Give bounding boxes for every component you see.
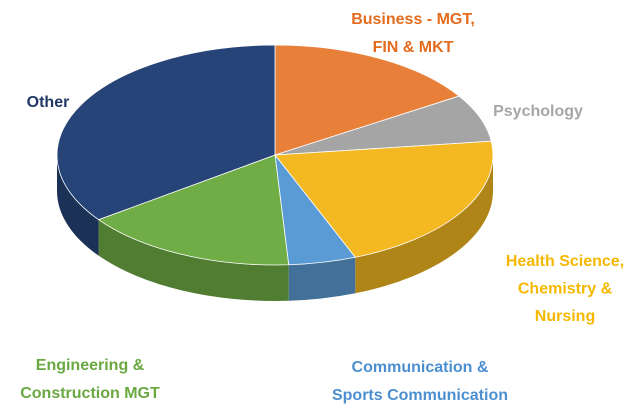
slice-label-line: Construction MGT bbox=[20, 385, 160, 402]
slice-label-line: Psychology bbox=[493, 103, 583, 120]
slice-label-line: Communication & bbox=[352, 359, 489, 376]
slice-side bbox=[57, 155, 99, 256]
slice-label-line: FIN & MKT bbox=[373, 39, 454, 56]
slice-side bbox=[98, 219, 289, 301]
slice bbox=[56, 44, 276, 221]
slice-label-line: Engineering & bbox=[36, 357, 145, 374]
slice bbox=[97, 154, 290, 266]
slice-label: Communication & Sports Communication bbox=[332, 359, 508, 404]
slice-label-line: Business - MGT, bbox=[351, 11, 475, 28]
slice-label-line: Chemistry & bbox=[518, 281, 613, 298]
slice-label-line: Other bbox=[27, 94, 70, 111]
slice-label-line: Nursing bbox=[535, 308, 595, 325]
slice-label: Other bbox=[27, 94, 70, 111]
slice bbox=[274, 140, 494, 258]
slice-label-line: Health Science, bbox=[506, 253, 624, 270]
slice bbox=[274, 44, 460, 156]
slice-label-line: Sports Communication bbox=[332, 387, 508, 404]
slice-label: Engineering & Construction MGT bbox=[20, 357, 160, 402]
slice-label: Psychology bbox=[493, 103, 583, 120]
slice-label: Health Science, Chemistry & Nursing bbox=[506, 253, 624, 325]
slice-label: Business - MGT, FIN & MKT bbox=[351, 11, 475, 56]
slice-side bbox=[288, 257, 356, 301]
slice-side bbox=[355, 155, 493, 294]
